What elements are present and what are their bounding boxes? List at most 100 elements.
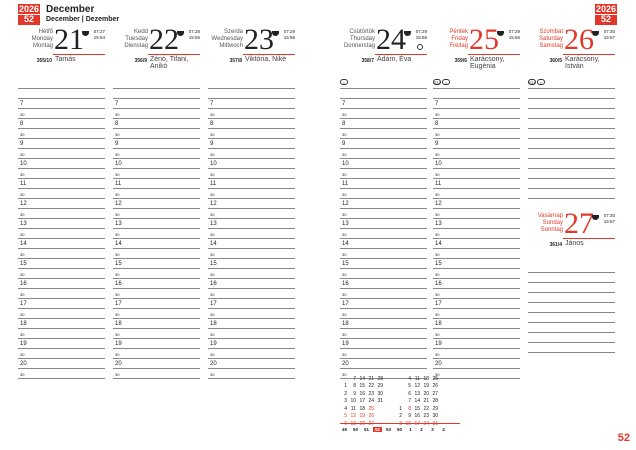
week-number[interactable]: 50 [352, 427, 358, 432]
half-hour-line[interactable]: 30 [433, 269, 520, 279]
half-hour-line[interactable]: 30 [208, 249, 295, 259]
calendar-day[interactable]: 22 [368, 383, 374, 390]
hour-line[interactable]: 12 [18, 199, 105, 209]
half-hour-line[interactable]: 30 [18, 229, 105, 239]
hour-line[interactable]: 10 [433, 159, 520, 169]
calendar-day[interactable]: 11 [350, 405, 356, 412]
note-line[interactable] [528, 263, 615, 273]
half-hour-line[interactable]: 30 [208, 109, 295, 119]
note-line[interactable] [528, 273, 615, 283]
calendar-day[interactable]: 7 [353, 375, 356, 382]
hour-line[interactable]: 14 [433, 239, 520, 249]
hour-line[interactable]: 19 [433, 339, 520, 349]
note-line[interactable] [528, 343, 615, 353]
hour-line[interactable]: 19 [113, 339, 200, 349]
calendar-day[interactable]: 10 [350, 398, 356, 405]
hour-line[interactable]: 14 [208, 239, 295, 249]
half-hour-line[interactable]: 30 [340, 269, 427, 279]
calendar-day[interactable]: 2 [344, 390, 347, 397]
hour-line[interactable]: 11 [208, 179, 295, 189]
half-hour-line[interactable]: 30 [18, 349, 105, 359]
calendar-day[interactable]: 28 [432, 398, 438, 405]
half-hour-line[interactable]: 30 [113, 169, 200, 179]
hour-line[interactable]: 8 [113, 119, 200, 129]
hour-line[interactable]: 7 [18, 99, 105, 109]
note-line[interactable] [113, 89, 200, 99]
calendar-day[interactable]: 16 [359, 390, 365, 397]
half-hour-line[interactable]: 30 [340, 349, 427, 359]
hour-line[interactable]: 16 [433, 279, 520, 289]
hour-line[interactable]: 12 [208, 199, 295, 209]
note-line[interactable] [528, 179, 615, 189]
hour-line[interactable]: 18 [433, 319, 520, 329]
note-line[interactable] [528, 303, 615, 313]
hour-line[interactable]: 20 [208, 359, 295, 369]
calendar-day[interactable]: 6 [408, 390, 411, 397]
hour-line[interactable]: 13 [113, 219, 200, 229]
note-line[interactable] [113, 79, 200, 89]
half-hour-line[interactable]: 30 [208, 149, 295, 159]
hour-line[interactable]: 17 [208, 299, 295, 309]
calendar-day[interactable]: 5 [344, 413, 347, 420]
half-hour-line[interactable]: 30 [433, 169, 520, 179]
half-hour-line[interactable]: 30 [208, 229, 295, 239]
half-hour-line[interactable]: 30 [18, 309, 105, 319]
calendar-day[interactable]: 14 [414, 398, 420, 405]
calendar-day[interactable]: 4 [408, 375, 411, 382]
half-hour-line[interactable]: 30 [208, 209, 295, 219]
calendar-day[interactable]: 4 [344, 405, 347, 412]
hour-line[interactable]: 19 [18, 339, 105, 349]
note-line[interactable] [528, 159, 615, 169]
note-line[interactable] [528, 99, 615, 109]
hour-line[interactable]: 13 [433, 219, 520, 229]
note-line[interactable] [18, 89, 105, 99]
half-hour-line[interactable]: 30 [113, 369, 200, 379]
half-hour-line[interactable]: 30 [18, 189, 105, 199]
half-hour-line[interactable]: 30 [433, 129, 520, 139]
hour-line[interactable]: 18 [340, 319, 427, 329]
hour-line[interactable]: 20 [18, 359, 105, 369]
hour-line[interactable]: 19 [340, 339, 427, 349]
calendar-day[interactable]: 25 [432, 375, 438, 382]
week-number[interactable]: 1 [409, 427, 412, 432]
calendar-day[interactable]: 29 [377, 383, 383, 390]
hour-line[interactable]: 7 [113, 99, 200, 109]
hour-line[interactable]: 8 [433, 119, 520, 129]
calendar-day[interactable]: 8 [353, 383, 356, 390]
calendar-day[interactable]: 1 [344, 383, 347, 390]
hour-line[interactable]: 9 [208, 139, 295, 149]
hour-line[interactable]: 13 [18, 219, 105, 229]
half-hour-line[interactable]: 30 [208, 329, 295, 339]
half-hour-line[interactable]: 30 [18, 169, 105, 179]
hour-line[interactable]: 9 [433, 139, 520, 149]
note-line[interactable] [528, 169, 615, 179]
hour-line[interactable]: 12 [113, 199, 200, 209]
note-line[interactable] [340, 79, 427, 89]
half-hour-line[interactable]: 30 [340, 149, 427, 159]
half-hour-line[interactable]: 30 [433, 149, 520, 159]
half-hour-line[interactable]: 30 [113, 129, 200, 139]
half-hour-line[interactable]: 30 [340, 189, 427, 199]
hour-line[interactable]: 16 [18, 279, 105, 289]
half-hour-line[interactable]: 30 [113, 269, 200, 279]
hour-line[interactable]: 8 [340, 119, 427, 129]
calendar-day[interactable]: 30 [377, 390, 383, 397]
hour-line[interactable]: 12 [340, 199, 427, 209]
hour-line[interactable]: 14 [18, 239, 105, 249]
calendar-day[interactable]: 24 [368, 398, 374, 405]
note-line[interactable] [433, 89, 520, 99]
calendar-day[interactable]: 27 [432, 390, 438, 397]
half-hour-line[interactable]: 30 [340, 209, 427, 219]
calendar-day[interactable] [395, 375, 404, 383]
hour-line[interactable]: 11 [113, 179, 200, 189]
hour-line[interactable]: 13 [340, 219, 427, 229]
hour-line[interactable]: 18 [18, 319, 105, 329]
half-hour-line[interactable]: 30 [18, 289, 105, 299]
hour-line[interactable]: 17 [433, 299, 520, 309]
hour-line[interactable]: 7 [340, 99, 427, 109]
half-hour-line[interactable]: 30 [433, 209, 520, 219]
hour-line[interactable]: 13 [208, 219, 295, 229]
week-number[interactable]: 49 [341, 427, 347, 432]
hour-line[interactable]: 15 [208, 259, 295, 269]
week-number[interactable]: 50 [396, 427, 402, 432]
